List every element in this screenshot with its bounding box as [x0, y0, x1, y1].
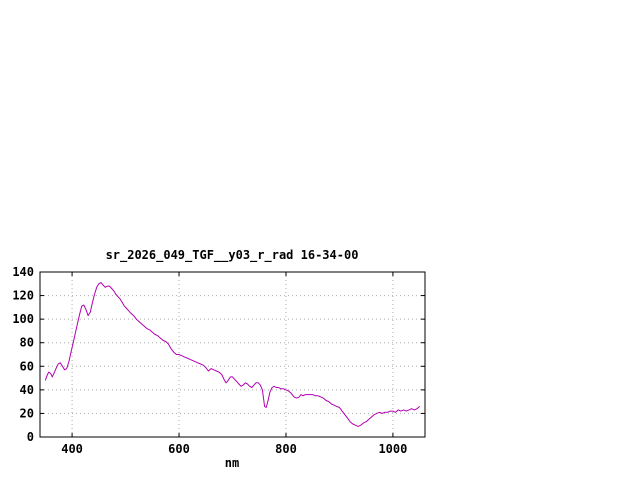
- data-series-line: [44, 282, 421, 427]
- y-tick-label: 140: [12, 265, 34, 279]
- chart-title: sr_2026_049_TGF__y03_r_rad 16-34-00: [106, 248, 359, 263]
- y-tick-label: 40: [20, 383, 34, 397]
- x-tick-label: 400: [61, 442, 83, 456]
- x-tick-label: 1000: [378, 442, 407, 456]
- y-tick-label: 120: [12, 289, 34, 303]
- plot-border: [39, 271, 426, 438]
- y-tick-label: 80: [20, 336, 34, 350]
- x-tick-label: 800: [275, 442, 297, 456]
- plot-area: 0 20 40 60 80 100 120 140 400 600 800 1000: [12, 265, 426, 456]
- y-tick-label: 100: [12, 312, 34, 326]
- y-tick-label: 60: [20, 359, 34, 373]
- x-tick-label: 600: [168, 442, 190, 456]
- y-tick-label: 0: [27, 430, 34, 444]
- x-axis-label: nm: [225, 456, 239, 470]
- y-tick-label: 20: [20, 406, 34, 420]
